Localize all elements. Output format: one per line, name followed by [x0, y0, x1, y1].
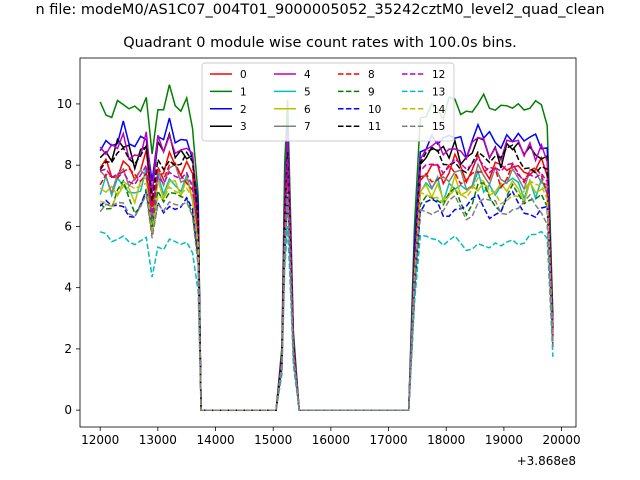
y-tick-label: 0 [64, 403, 72, 417]
chart-title: Quadrant 0 module wise count rates with … [123, 35, 517, 51]
legend-label-8: 8 [368, 69, 375, 81]
legend-label-0: 0 [240, 69, 247, 81]
x-tick-label: 19000 [485, 433, 523, 447]
legend-box [201, 62, 455, 142]
y-tick-label: 8 [64, 158, 72, 172]
legend-label-12: 12 [432, 69, 445, 81]
legend-label-10: 10 [368, 104, 381, 116]
series-line-0 [99, 149, 554, 411]
y-tick-label: 6 [64, 219, 72, 233]
figure-suptitle: n file: modeM0/AS1C07_004T01_9000005052_… [35, 2, 605, 18]
series-line-13 [99, 225, 554, 411]
legend-label-7: 7 [304, 121, 311, 133]
x-tick-label: 13000 [139, 433, 177, 447]
x-tick-label: 17000 [369, 433, 407, 447]
legend-label-13: 13 [432, 86, 445, 98]
series-line-9 [99, 179, 554, 411]
legend-label-1: 1 [240, 86, 247, 98]
legend-label-11: 11 [368, 121, 381, 133]
x-tick-label: 12000 [81, 433, 119, 447]
series-line-10 [99, 188, 554, 411]
legend-label-15: 15 [432, 121, 445, 133]
plot-frame [79, 57, 577, 428]
x-tick-label: 18000 [427, 433, 465, 447]
y-tick-label: 4 [64, 281, 72, 295]
series-line-14 [100, 176, 554, 411]
legend-label-6: 6 [304, 104, 311, 116]
series-line-15 [99, 192, 554, 411]
series-line-8 [99, 161, 554, 411]
series-line-7 [99, 162, 554, 411]
y-tick-label: 2 [64, 342, 72, 356]
legend-label-9: 9 [368, 86, 375, 98]
legend-label-14: 14 [432, 104, 446, 116]
x-offset-label: +3.868e8 [517, 454, 576, 468]
series-line-3 [99, 131, 554, 411]
series-group [99, 84, 554, 411]
legend-label-2: 2 [240, 104, 247, 116]
x-tick-label: 16000 [312, 433, 350, 447]
legend-label-4: 4 [304, 69, 311, 81]
x-tick-label: 20000 [542, 433, 580, 447]
legend-label-5: 5 [304, 86, 311, 98]
x-tick-label: 14000 [196, 433, 234, 447]
legend-label-3: 3 [240, 121, 247, 133]
x-tick-label: 15000 [254, 433, 292, 447]
y-tick-label: 10 [57, 97, 72, 111]
series-line-11 [99, 143, 554, 411]
